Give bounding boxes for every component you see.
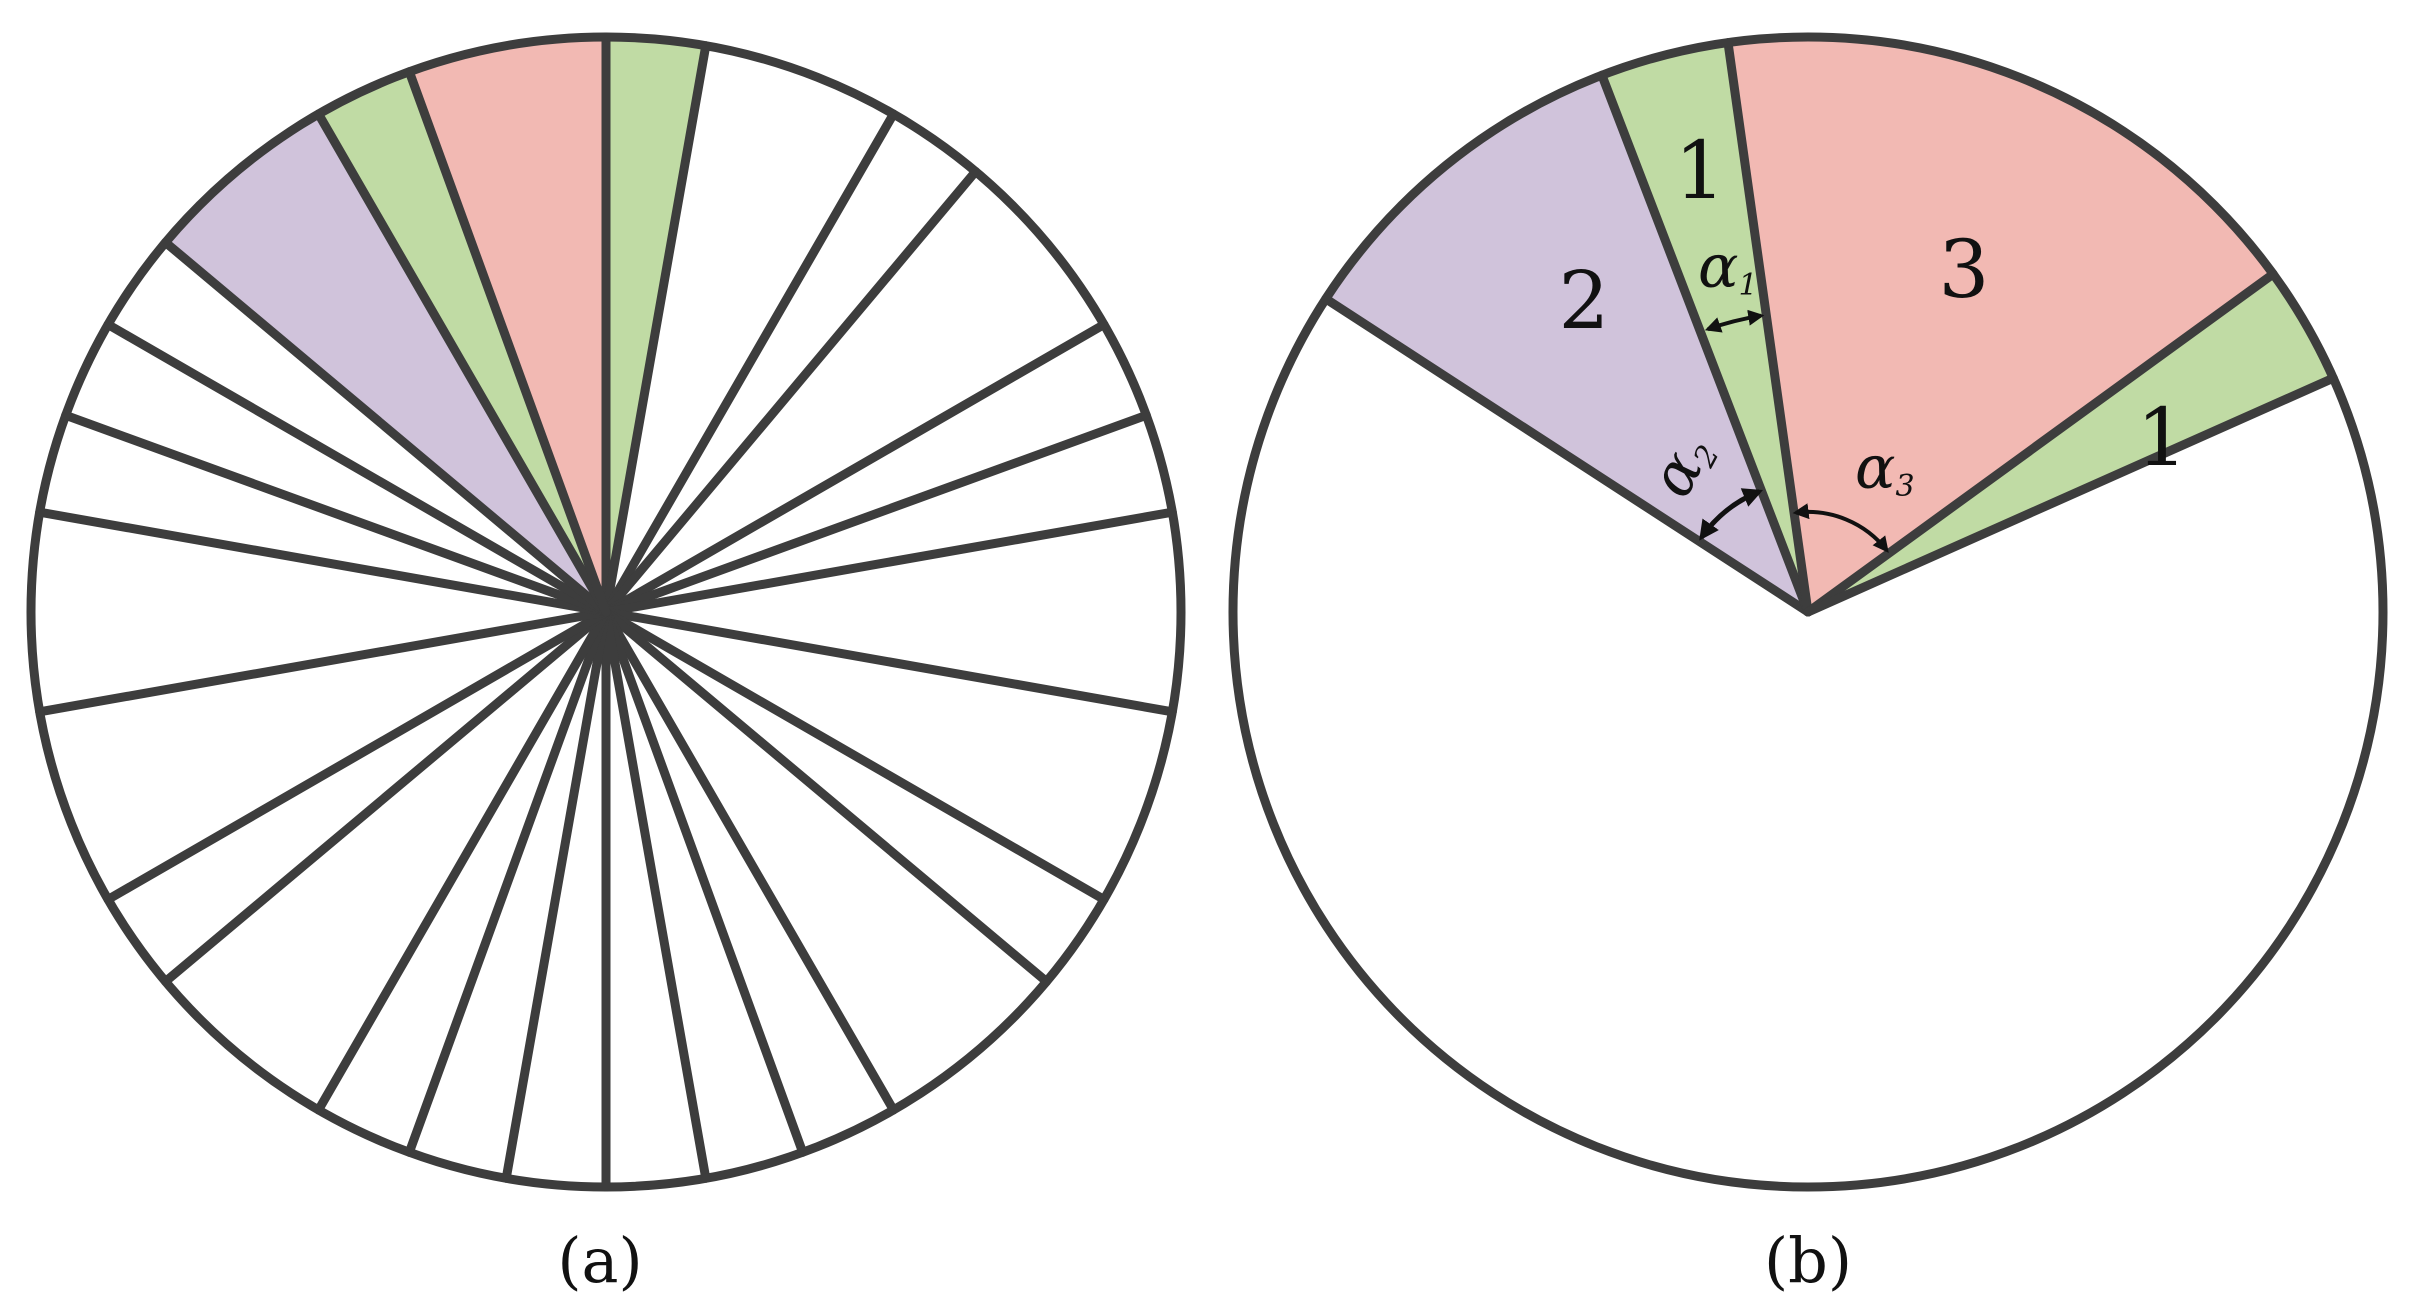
sector-edge xyxy=(1321,294,1813,617)
panel-a: (a) xyxy=(26,32,1186,1297)
spoke xyxy=(161,237,611,617)
sector-edge xyxy=(1597,70,1813,617)
angle-label-alpha3: α3 xyxy=(1855,433,1915,504)
spoke xyxy=(601,167,981,617)
outer-circle xyxy=(1228,32,2388,1192)
region-label: 1 xyxy=(1675,124,1726,217)
spoke xyxy=(314,607,611,1115)
spoke xyxy=(601,607,1051,987)
outer-circle xyxy=(26,32,1186,1192)
spoke xyxy=(601,320,1109,617)
spoke xyxy=(35,607,611,717)
spoke xyxy=(61,410,611,617)
region-label: 2 xyxy=(1559,254,1610,347)
spoke xyxy=(501,607,611,1183)
caption-a: (a) xyxy=(557,1224,642,1297)
region-label: 1 xyxy=(2137,391,2188,484)
spoke xyxy=(601,607,898,1115)
spoke xyxy=(314,109,611,617)
spoke xyxy=(601,607,711,1183)
spoke xyxy=(161,607,611,987)
caption-b: (b) xyxy=(1764,1224,1852,1297)
sector-edge xyxy=(1803,269,2278,617)
spoke xyxy=(35,507,611,617)
angle-arrow xyxy=(1704,309,1765,333)
spoke xyxy=(601,607,808,1157)
region-label: 3 xyxy=(1939,223,1990,316)
spoke xyxy=(103,607,611,904)
spoke xyxy=(404,67,611,617)
spoke xyxy=(404,607,611,1157)
angle-arrow xyxy=(1699,488,1764,541)
sector-purple xyxy=(1325,75,1808,612)
spoke xyxy=(601,607,1109,904)
sector-edges xyxy=(1321,38,2338,617)
spoke xyxy=(601,507,1177,617)
sector-edge xyxy=(1803,373,2338,617)
spoke xyxy=(601,410,1151,617)
angle-arrow xyxy=(1792,503,1889,553)
sector-purple xyxy=(165,114,606,612)
spoke xyxy=(601,109,898,617)
spoke xyxy=(601,607,1177,717)
sector-green xyxy=(1808,274,2334,612)
sector-pink xyxy=(1728,37,2274,612)
angle-label-alpha1: α1 xyxy=(1698,232,1758,303)
spoke xyxy=(103,320,611,617)
spokes xyxy=(35,32,1177,1192)
spoke xyxy=(601,41,711,617)
sector-green xyxy=(318,71,606,612)
panel-b: 1 2 3 1 α1 α2 α3 (b) xyxy=(1228,32,2388,1297)
